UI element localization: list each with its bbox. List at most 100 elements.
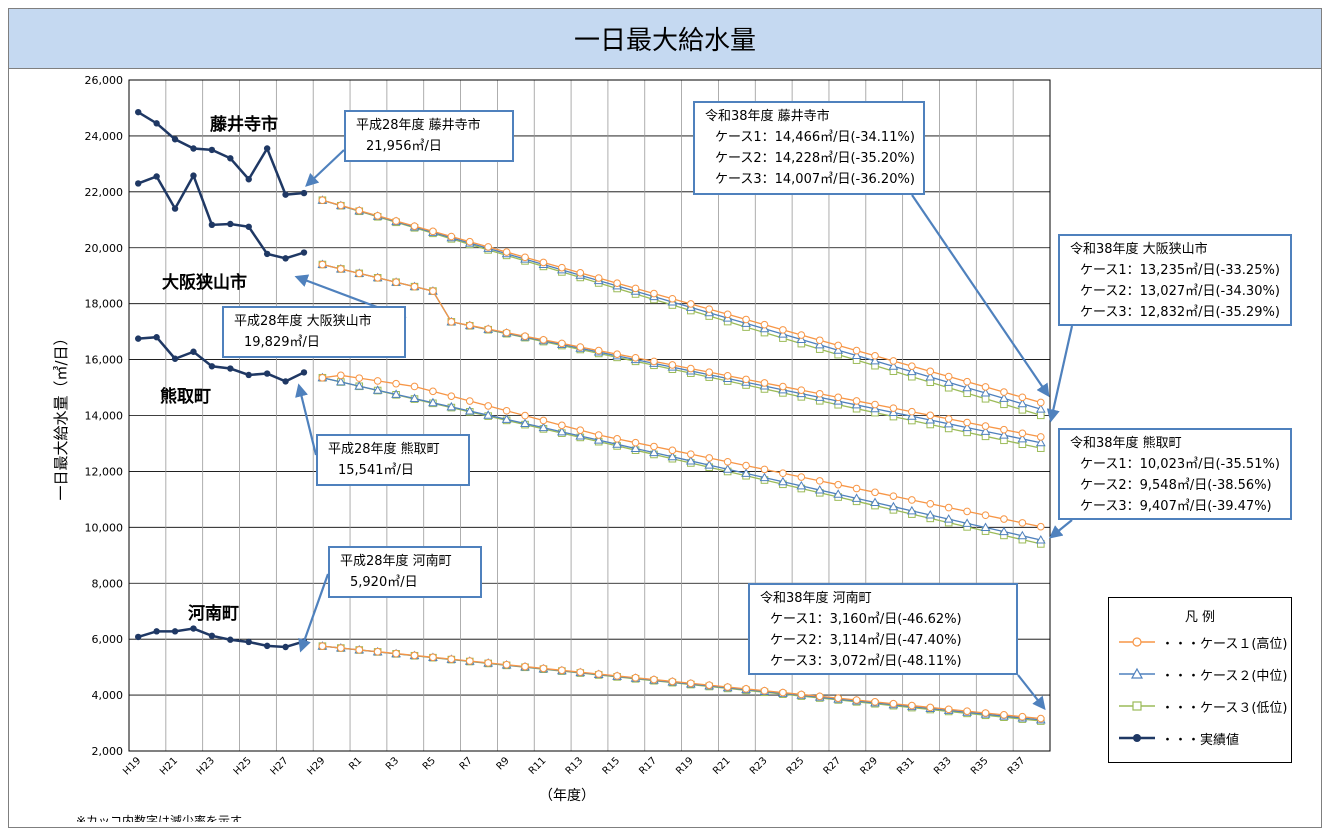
data-point-case1 <box>889 357 898 365</box>
data-point-case1 <box>484 243 492 251</box>
data-point-case2 <box>833 489 844 498</box>
data-point-case1 <box>318 196 327 205</box>
annotation-line: 令和38年度 河南町 <box>760 591 872 606</box>
data-point-actual <box>245 223 252 230</box>
data-point-case1 <box>797 473 806 481</box>
data-point-case1 <box>742 315 750 324</box>
data-point-case2 <box>667 451 678 461</box>
data-point-case1 <box>926 411 935 420</box>
data-point-actual <box>171 205 179 212</box>
data-point-case2 <box>796 480 807 490</box>
data-point-case2 <box>1017 433 1028 443</box>
data-point-case2 <box>520 418 530 428</box>
data-point-case1 <box>815 389 824 398</box>
annotation-arrow <box>1046 325 1074 423</box>
data-point-actual <box>135 108 142 116</box>
data-point-case1 <box>852 484 861 493</box>
data-point-case1 <box>1018 712 1027 721</box>
annotation-arrow <box>911 194 1050 398</box>
data-point-actual <box>300 369 308 376</box>
data-point-case1 <box>742 685 750 693</box>
data-point-case2 <box>1035 404 1046 413</box>
x-tick-label: R25 <box>785 755 807 777</box>
legend-item-case2: ・・・ケース２(中位) <box>1117 664 1288 684</box>
annotation-value: 15,541㎥/日 <box>338 463 414 478</box>
city-label-fujiidera: 藤井寺市 <box>210 115 278 135</box>
data-point-case2 <box>999 393 1009 402</box>
data-point-case2 <box>906 366 917 376</box>
data-point-case1 <box>373 274 382 282</box>
data-point-case1 <box>484 325 492 333</box>
data-point-case2 <box>649 447 659 457</box>
data-point-actual <box>227 220 234 228</box>
data-point-case1 <box>1036 433 1045 441</box>
annotation-osakasayama-h28: 平成28年度 大阪狭山市 19,829㎥/日 <box>222 306 406 358</box>
data-point-case2 <box>483 410 494 419</box>
data-point-actual <box>190 625 197 632</box>
data-point-case2 <box>722 464 733 473</box>
annotation-arrow <box>1017 674 1046 711</box>
data-point-case1 <box>429 287 437 295</box>
data-point-case2 <box>538 422 549 432</box>
data-point-actual <box>282 191 289 198</box>
data-point-case1 <box>944 503 953 512</box>
annotation-case1: ケース1：3,160㎥/日(-46.62%) <box>770 612 962 627</box>
data-point-case1 <box>594 346 603 355</box>
y-tick-label: 2,000 <box>92 745 124 758</box>
annotation-value: 19,829㎥/日 <box>244 335 320 350</box>
data-point-case2 <box>593 435 604 444</box>
chart-frame: 一日最大給水量 <box>8 8 1322 828</box>
data-point-case1 <box>834 393 842 402</box>
data-point-case1 <box>1000 425 1008 434</box>
annotation-case3: ケース3：3,072㎥/日(-48.11%) <box>770 654 962 669</box>
annotation-value: 21,956㎥/日 <box>366 139 442 154</box>
data-point-case2 <box>870 497 880 507</box>
data-point-case1 <box>337 265 345 273</box>
annotation-line: 平成28年度 藤井寺市 <box>356 118 481 133</box>
legend-item-case3: ・・・ケース３(低位) <box>1117 696 1288 716</box>
annotation-fujiidera-h28: 平成28年度 藤井寺市 21,956㎥/日 <box>344 110 514 162</box>
data-point-case1 <box>944 415 953 423</box>
annotation-kumatori-r38: 令和38年度 熊取町 ケース1：10,023㎥/日(-35.51%) ケース2：… <box>1058 428 1292 520</box>
data-point-case1 <box>779 382 787 391</box>
data-point-case1 <box>631 284 640 293</box>
data-point-case1 <box>1018 429 1027 438</box>
data-point-case2 <box>575 430 586 440</box>
data-point-case1 <box>410 382 419 391</box>
data-point-case1 <box>723 457 732 466</box>
x-tick-label: H29 <box>305 755 327 777</box>
x-tick-label: H21 <box>158 755 180 777</box>
data-point-case2 <box>851 493 862 502</box>
data-point-case1 <box>1018 519 1027 527</box>
y-tick-label: 10,000 <box>85 521 124 534</box>
data-point-actual <box>153 334 160 341</box>
data-point-case2 <box>630 443 641 452</box>
series-line-actual <box>137 111 305 196</box>
data-point-case1 <box>576 668 585 676</box>
annotation-kanan-h28: 平成28年度 河南町 5,920㎥/日 <box>328 546 482 598</box>
data-point-case1 <box>834 341 842 350</box>
data-point-case1 <box>576 269 585 277</box>
data-point-case1 <box>815 692 824 701</box>
data-point-case2 <box>980 522 991 531</box>
data-point-case1 <box>687 450 695 458</box>
data-point-case2 <box>759 472 770 482</box>
data-point-case1 <box>871 698 879 706</box>
series-line-actual <box>138 335 305 383</box>
data-point-case1 <box>742 461 750 470</box>
data-point-case1 <box>502 406 511 415</box>
x-tick-label: H19 <box>121 755 143 777</box>
x-tick-label: R19 <box>674 755 696 777</box>
x-tick-label: R3 <box>384 755 401 772</box>
data-point-case1 <box>760 379 769 387</box>
y-tick-label: 26,000 <box>85 74 124 87</box>
legend-marker-case2 <box>1119 667 1155 679</box>
data-point-case1 <box>631 353 640 362</box>
data-point-case1 <box>926 703 935 712</box>
data-point-case1 <box>392 278 400 287</box>
data-point-actual <box>208 146 216 154</box>
data-point-case1 <box>760 686 769 695</box>
data-point-case2 <box>796 334 807 343</box>
y-axis-title: 一日最大給水量（㎥/日） <box>52 330 70 500</box>
data-point-case1 <box>539 416 548 425</box>
